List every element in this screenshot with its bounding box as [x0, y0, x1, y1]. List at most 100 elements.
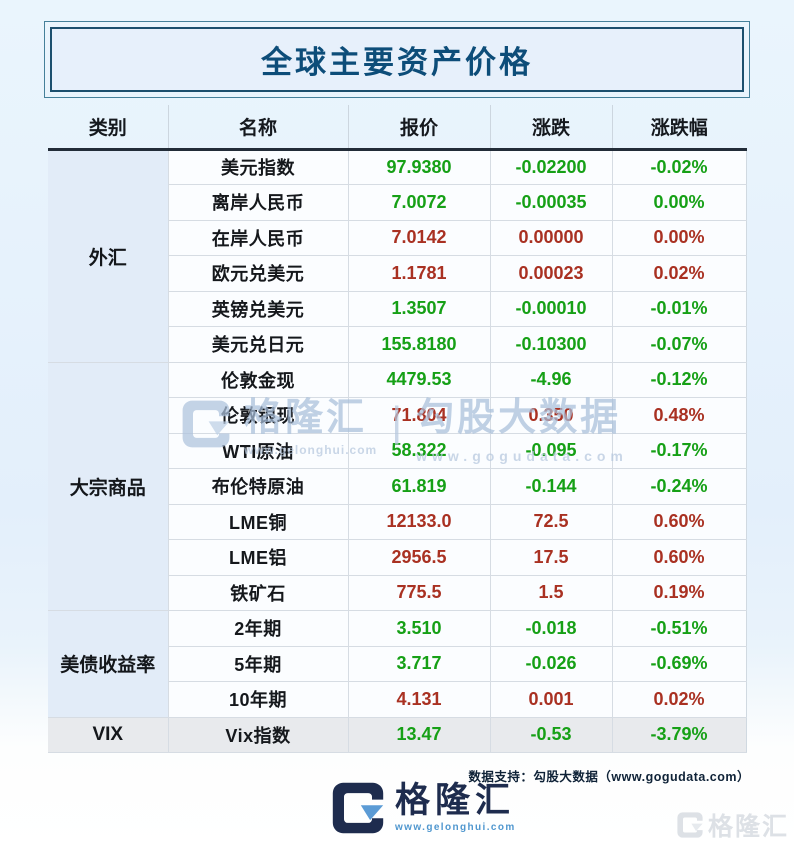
title-inner-frame: 全球主要资产价格 [50, 27, 744, 92]
table-row: 在岸人民币 7.0142 0.00000 0.00% [48, 219, 747, 256]
header-change-pct: 涨跌幅 [611, 105, 746, 151]
header-price: 报价 [347, 105, 490, 151]
table-row: 欧元兑美元 1.1781 0.00023 0.02% [48, 255, 747, 292]
price-cell: 1.3507 [347, 290, 491, 327]
asset-name-cell: 布伦特原油 [167, 468, 349, 505]
change-pct-cell: 0.60% [611, 539, 747, 576]
price-cell: 7.0072 [347, 184, 491, 221]
asset-name-cell: LME铜 [167, 503, 349, 540]
corner-watermark-logo-icon [677, 812, 703, 838]
price-cell: 97.9380 [347, 148, 491, 185]
change-pct-cell: -0.12% [611, 361, 747, 398]
asset-name-cell: 5年期 [167, 645, 349, 682]
change-pct-cell: -0.24% [611, 468, 747, 505]
change-pct-cell: -3.79% [611, 716, 747, 753]
change-pct-cell: -0.51% [611, 610, 747, 647]
price-cell: 71.804 [347, 397, 491, 434]
change-cell: -0.018 [489, 610, 613, 647]
change-pct-cell: 0.00% [611, 184, 747, 221]
asset-name-cell: Vix指数 [167, 716, 349, 753]
table-row: LME铝 2956.5 17.5 0.60% [48, 539, 747, 576]
header-change: 涨跌 [489, 105, 612, 151]
asset-name-cell: 美元指数 [167, 148, 349, 185]
corner-watermark: 格隆汇 [676, 807, 789, 843]
price-cell: 155.8180 [347, 326, 491, 363]
gelonghui-logo-icon [332, 782, 384, 834]
price-cell: 2956.5 [347, 539, 491, 576]
price-cell: 1.1781 [347, 255, 491, 292]
price-cell: 58.322 [347, 432, 491, 469]
brand-name: 格隆汇 [395, 781, 516, 820]
asset-name-cell: 伦敦金现 [167, 361, 349, 398]
asset-name-cell: 在岸人民币 [167, 219, 349, 256]
table-row: 10年期 4.131 0.001 0.02% [48, 681, 747, 718]
change-cell: 0.00000 [489, 219, 613, 256]
asset-name-cell: 铁矿石 [167, 574, 349, 611]
header-name: 名称 [167, 105, 348, 151]
table-row: 外汇 美元指数 97.9380 -0.02200 -0.02% [48, 148, 747, 363]
change-cell: -0.10300 [489, 326, 613, 363]
change-cell: 1.5 [489, 574, 613, 611]
asset-name-cell: 欧元兑美元 [167, 255, 349, 292]
table-row: 离岸人民币 7.0072 -0.00035 0.00% [48, 184, 747, 221]
change-cell: -4.96 [489, 361, 613, 398]
table-row: 美债收益率 2年期 3.510 -0.018 -0.51% [48, 610, 747, 718]
change-pct-cell: 0.19% [611, 574, 747, 611]
brand-text-block: 格隆汇 www.gelonghui.com [395, 783, 516, 833]
table-row: LME铜 12133.0 72.5 0.60% [48, 503, 747, 540]
change-cell: -0.144 [489, 468, 613, 505]
price-cell: 61.819 [347, 468, 491, 505]
change-pct-cell: -0.01% [611, 290, 747, 327]
change-pct-cell: -0.07% [611, 326, 747, 363]
table-row: 布伦特原油 61.819 -0.144 -0.24% [48, 468, 747, 505]
gelonghui-brand-block: 格隆汇 www.gelonghui.com [330, 780, 516, 836]
price-cell: 12133.0 [347, 503, 491, 540]
change-pct-cell: -0.17% [611, 432, 747, 469]
change-pct-cell: 0.48% [611, 397, 747, 434]
category-cell: 大宗商品 [48, 361, 169, 611]
change-cell: -0.00010 [489, 290, 613, 327]
table-row: 伦敦银现 71.804 0.350 0.48% [48, 397, 747, 434]
asset-name-cell: 美元兑日元 [167, 326, 349, 363]
change-cell: 0.00023 [489, 255, 613, 292]
table-row: 5年期 3.717 -0.026 -0.69% [48, 645, 747, 682]
category-cell: 外汇 [48, 148, 169, 363]
title-box: 全球主要资产价格 [44, 21, 750, 98]
asset-name-cell: 10年期 [167, 681, 349, 718]
asset-price-table: 类别 名称 报价 涨跌 涨跌幅 外汇 美元指数 97.9380 -0.02200 -0.… [48, 105, 747, 753]
table-row: VIX Vix指数 13.47 -0.53 -3.79% [48, 716, 747, 753]
corner-watermark-text: 格隆汇 [707, 813, 789, 841]
change-pct-cell: 0.02% [611, 681, 747, 718]
price-cell: 775.5 [347, 574, 491, 611]
change-pct-cell: 0.60% [611, 503, 747, 540]
change-cell: -0.02200 [489, 148, 613, 185]
change-pct-cell: -0.02% [611, 148, 747, 185]
price-cell: 4479.53 [347, 361, 491, 398]
data-support-text: 数据支持：勾股大数据（www.gogudata.com） [468, 770, 750, 784]
price-cell: 4.131 [347, 681, 491, 718]
asset-name-cell: 2年期 [167, 610, 349, 647]
change-cell: 0.001 [489, 681, 613, 718]
change-cell: -0.53 [489, 716, 613, 753]
table-row: 英镑兑美元 1.3507 -0.00010 -0.01% [48, 290, 747, 327]
asset-name-cell: LME铝 [167, 539, 349, 576]
header-category: 类别 [48, 105, 168, 151]
asset-name-cell: 离岸人民币 [167, 184, 349, 221]
asset-name-cell: WTI原油 [167, 432, 349, 469]
change-cell: 72.5 [489, 503, 613, 540]
price-cell: 3.510 [347, 610, 491, 647]
change-cell: -0.095 [489, 432, 613, 469]
price-cell: 13.47 [347, 716, 491, 753]
price-cell: 3.717 [347, 645, 491, 682]
table-row: 大宗商品 伦敦金现 4479.53 -4.96 -0.12% [48, 361, 747, 611]
change-cell: 17.5 [489, 539, 613, 576]
price-cell: 7.0142 [347, 219, 491, 256]
page-title: 全球主要资产价格 [261, 45, 533, 80]
category-cell: VIX [48, 716, 169, 753]
asset-name-cell: 伦敦银现 [167, 397, 349, 434]
change-cell: -0.026 [489, 645, 613, 682]
table-header-row: 类别 名称 报价 涨跌 涨跌幅 [48, 105, 746, 151]
change-cell: -0.00035 [489, 184, 613, 221]
change-pct-cell: 0.02% [611, 255, 747, 292]
asset-name-cell: 英镑兑美元 [167, 290, 349, 327]
